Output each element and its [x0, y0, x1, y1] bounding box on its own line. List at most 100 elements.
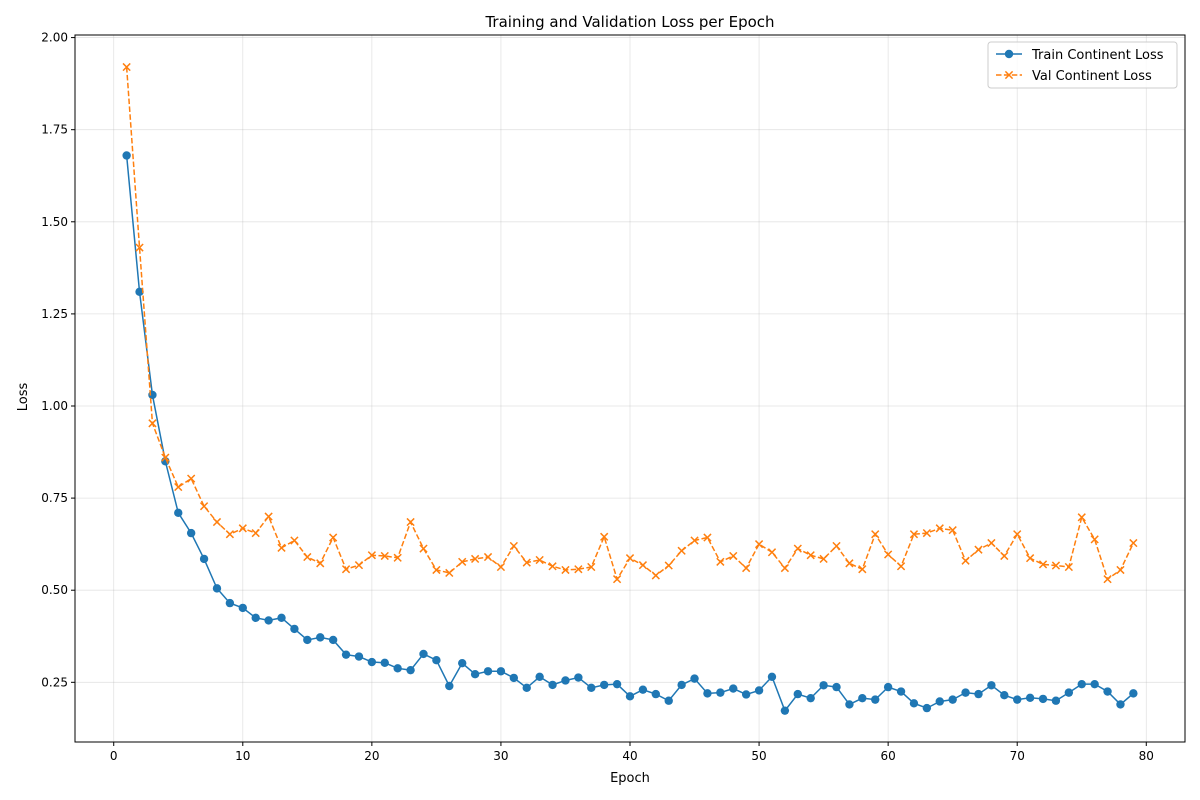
data-point	[393, 553, 402, 562]
data-point	[419, 544, 428, 553]
data-point	[1077, 679, 1086, 689]
data-point	[225, 598, 235, 608]
data-point	[806, 551, 815, 560]
data-point	[832, 682, 841, 692]
y-tick-label: 1.25	[41, 307, 68, 321]
data-point	[600, 532, 609, 541]
data-point	[587, 683, 596, 693]
data-point	[625, 692, 635, 701]
data-point	[135, 243, 144, 252]
data-point	[458, 557, 467, 566]
data-point	[935, 524, 944, 533]
data-point	[741, 690, 751, 699]
data-point	[303, 552, 312, 562]
data-point	[793, 544, 802, 553]
data-point	[599, 680, 609, 690]
data-point	[1129, 538, 1138, 548]
data-point	[703, 533, 712, 542]
data-point	[1129, 689, 1138, 698]
data-point	[574, 565, 583, 574]
data-point	[987, 681, 996, 690]
data-point	[251, 613, 260, 623]
data-point	[548, 680, 557, 690]
data-point	[561, 676, 570, 685]
data-point	[341, 650, 351, 659]
data-point	[496, 562, 506, 572]
y-tick-label: 0.25	[41, 675, 68, 689]
data-point	[264, 616, 273, 625]
data-point	[690, 536, 699, 545]
y-axis-label: Loss	[16, 383, 31, 412]
data-point	[935, 697, 944, 706]
data-point	[174, 508, 183, 518]
x-axis-label: Epoch	[610, 771, 650, 786]
data-point	[1038, 694, 1048, 704]
y-tick-label: 0.75	[41, 491, 68, 505]
chart-title: Training and Validation Loss per Epoch	[484, 13, 774, 31]
data-point	[896, 562, 906, 571]
data-point	[393, 664, 402, 673]
data-point	[871, 695, 880, 704]
data-point	[1064, 688, 1074, 697]
data-point	[742, 563, 751, 573]
data-point	[729, 684, 738, 693]
legend-marker	[1004, 70, 1014, 80]
data-point	[974, 689, 983, 699]
grid	[75, 35, 1185, 742]
data-point	[664, 696, 673, 705]
data-point	[432, 656, 441, 665]
data-point	[277, 613, 286, 623]
legend-marker	[1004, 49, 1014, 59]
data-point	[793, 689, 802, 699]
data-point	[174, 482, 183, 492]
data-point	[703, 689, 712, 698]
data-point	[470, 670, 480, 679]
x-tick-label: 0	[110, 749, 118, 763]
data-point	[1025, 554, 1035, 563]
data-point	[406, 665, 415, 675]
data-point	[1103, 687, 1112, 696]
data-point	[212, 584, 222, 593]
data-point	[1000, 691, 1009, 700]
data-point	[883, 682, 893, 692]
data-point	[122, 151, 131, 160]
data-point	[896, 687, 906, 696]
data-point	[729, 551, 738, 561]
data-point	[535, 555, 544, 565]
data-point	[329, 533, 338, 542]
data-point	[884, 550, 893, 559]
data-point	[122, 62, 131, 72]
data-point	[316, 559, 325, 568]
legend: Train Continent Loss Val Continent Loss	[987, 41, 1178, 89]
data-point	[186, 528, 196, 538]
data-point	[587, 562, 596, 572]
series-layer	[122, 62, 1138, 715]
data-point	[780, 563, 790, 573]
data-point	[819, 681, 828, 690]
data-point	[432, 565, 441, 575]
data-point	[380, 551, 389, 561]
data-point	[1116, 565, 1125, 575]
data-point	[845, 700, 854, 709]
data-point	[303, 635, 312, 645]
data-point	[535, 672, 544, 681]
data-point	[767, 672, 777, 681]
data-point	[290, 536, 299, 545]
data-point	[135, 287, 144, 296]
data-point	[187, 474, 196, 483]
data-point	[922, 703, 932, 713]
data-point	[754, 540, 764, 549]
x-tick-label: 40	[622, 749, 637, 763]
data-point	[806, 693, 815, 703]
data-point	[445, 681, 454, 691]
axes: 0 10 20 30 40 50 60 70 80 0.25 0.50 0.75 1.00 1.25 1.5…	[41, 31, 1186, 763]
data-point	[341, 565, 351, 574]
data-point	[845, 559, 854, 568]
data-point	[754, 686, 764, 695]
data-point	[316, 633, 325, 642]
data-point	[161, 453, 170, 462]
data-point	[1090, 679, 1099, 689]
data-point	[974, 545, 983, 554]
legend-entry-val: Val Continent Loss	[996, 69, 1152, 84]
data-point	[406, 517, 415, 527]
